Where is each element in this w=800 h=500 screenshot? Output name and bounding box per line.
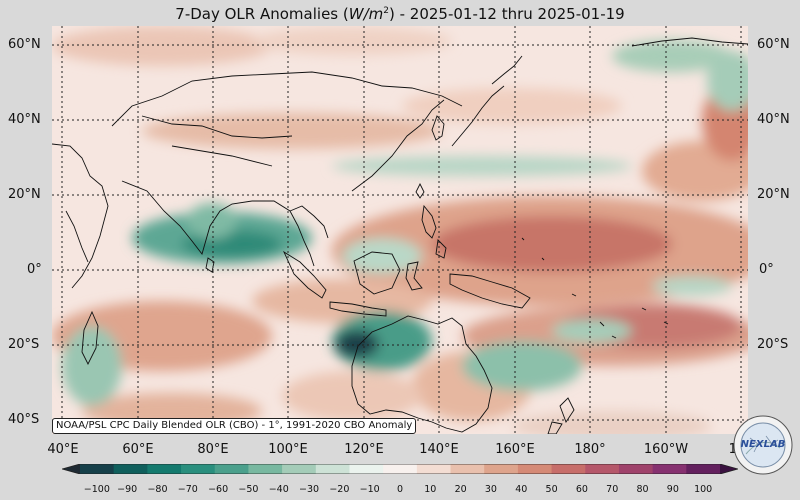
map-title: 7-Day OLR Anomalies (W/m2) - 2025-01-12 … — [0, 0, 800, 24]
colorbar-segment — [181, 464, 216, 474]
lat-label-right: 0° — [759, 262, 774, 277]
lat-label-left: 0° — [27, 262, 42, 277]
lat-label-right: 20°S — [757, 337, 789, 352]
lat-label-left: 40°N — [8, 112, 41, 127]
colorbar-segment — [282, 464, 317, 474]
colorbar-segment — [315, 464, 350, 474]
colorbar-segment — [652, 464, 687, 474]
title-prefix: 7-Day OLR Anomalies ( — [175, 5, 349, 23]
colorbar-segment — [517, 464, 553, 474]
colorbar-tick-label: −60 — [208, 484, 229, 495]
colorbar-segment — [248, 464, 283, 474]
lat-label-left: 40°S — [8, 412, 40, 427]
colorbar-segment — [113, 464, 148, 474]
colorbar-tick-label: 100 — [694, 484, 713, 495]
lat-label-left: 20°N — [8, 187, 41, 202]
colorbar-tick-label: 30 — [484, 484, 497, 495]
lat-label-left: 20°S — [8, 337, 40, 352]
olr-anomaly-map — [52, 26, 748, 434]
colorbar-segment — [147, 464, 182, 474]
lat-label-right: 60°N — [757, 37, 790, 52]
lat-label-left: 60°N — [8, 37, 41, 52]
colorbar-segment — [80, 464, 115, 474]
lon-label: 100°E — [268, 442, 308, 457]
colorbar-segment — [214, 464, 249, 474]
colorbar-tick-label: −100 — [83, 484, 110, 495]
colorbar-tick-label: 50 — [545, 484, 558, 495]
title-suffix: ) - 2025-01-12 thru 2025-01-19 — [388, 5, 625, 23]
colorbar-segment — [686, 464, 721, 474]
logo-text: NEXLAB — [741, 439, 786, 450]
lon-label: 40°E — [47, 442, 79, 457]
colorbar-tick-label: −30 — [299, 484, 320, 495]
colorbar-segment — [416, 464, 452, 474]
lon-label: 60°E — [122, 442, 154, 457]
colorbar-tick-label: −90 — [117, 484, 138, 495]
colorbar-segment — [551, 464, 586, 474]
colorbar-extend-max — [720, 464, 738, 474]
colorbar-segment — [450, 464, 485, 474]
lat-label-right: 40°N — [757, 112, 790, 127]
title-unit-exponent: 2 — [383, 6, 389, 16]
colorbar-segment — [585, 464, 620, 474]
colorbar-tick-label: 80 — [636, 484, 649, 495]
colorbar-extend-min — [62, 464, 80, 474]
anomaly-field — [52, 26, 748, 434]
lon-label: 160°E — [495, 442, 535, 457]
colorbar-tick-label: 70 — [606, 484, 619, 495]
nexlab-logo: NEXLAB — [733, 415, 793, 475]
lon-label: 120°E — [344, 442, 384, 457]
colorbar-segment — [383, 464, 418, 474]
colorbar-tick-label: 60 — [575, 484, 588, 495]
colorbar-tick-label: −80 — [147, 484, 168, 495]
colorbar-tick-label: −10 — [359, 484, 380, 495]
colorbar-tick-label: −20 — [329, 484, 350, 495]
colorbar-segment — [484, 464, 519, 474]
colorbar-tick-label: 90 — [666, 484, 679, 495]
colorbar-tick-label: 40 — [515, 484, 528, 495]
colorbar-segment — [349, 464, 384, 474]
colorbar-tick-label: −70 — [177, 484, 198, 495]
data-source-attribution: NOAA/PSL CPC Daily Blended OLR (CBO) - 1… — [52, 418, 417, 434]
colorbar-tick-label: 0 — [396, 484, 404, 495]
colorbar — [62, 464, 738, 474]
colorbar-tick-label: 10 — [424, 484, 437, 495]
coastlines — [52, 37, 748, 434]
colorbar-tick-label: −40 — [268, 484, 289, 495]
title-unit: W/m — [348, 5, 384, 23]
lon-label: 80°E — [197, 442, 229, 457]
lon-label: 160°W — [643, 442, 689, 457]
map-canvas — [52, 26, 748, 434]
colorbar-tick-label: 20 — [454, 484, 467, 495]
lat-label-right: 20°N — [757, 187, 790, 202]
colorbar-segment — [618, 464, 654, 474]
colorbar-tick-label: −50 — [238, 484, 259, 495]
lon-label: 180° — [574, 442, 606, 457]
lon-label: 140°E — [419, 442, 459, 457]
